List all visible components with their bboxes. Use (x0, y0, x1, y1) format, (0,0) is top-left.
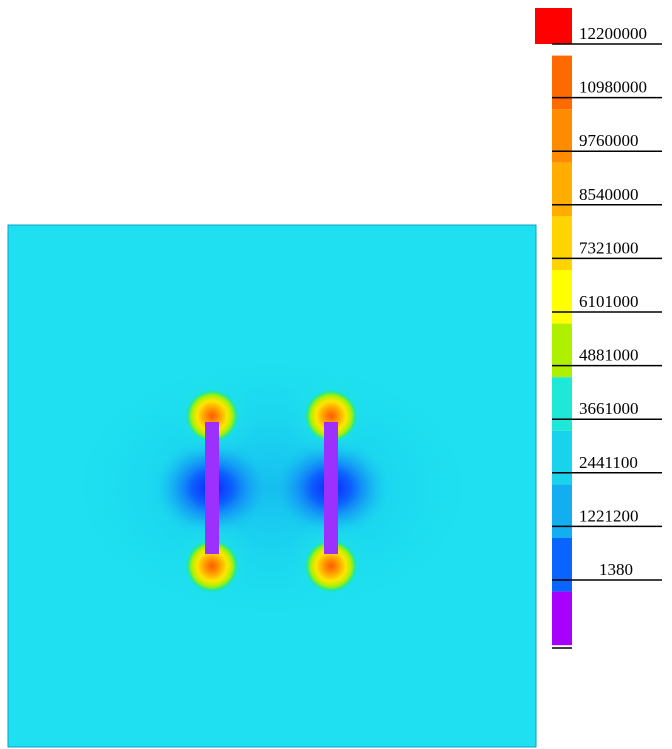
colorbar: 12200000 10980000 9760000 8540000 7321000 610… (535, 8, 662, 649)
colorbar-label: 1380 (599, 560, 633, 579)
colorbar-swatch (535, 8, 572, 44)
colorbar-swatch (552, 591, 572, 646)
colorbar-swatch (552, 109, 572, 163)
colorbar-swatch (552, 270, 572, 324)
colorbar-label: 12200000 (579, 24, 647, 43)
colorbar-swatch (552, 538, 572, 592)
colorbar-label: 7321000 (579, 238, 639, 257)
colorbar-label: 4881000 (579, 346, 639, 365)
colorbar-swatch (552, 55, 572, 110)
stress-concentration (304, 539, 358, 593)
colorbar-label: 10980000 (579, 78, 647, 97)
colorbar-swatch (552, 216, 572, 270)
left-bar (205, 422, 219, 554)
plot-border (7, 224, 537, 748)
colorbar-label: 9760000 (579, 131, 639, 150)
colorbar-label: 2441100 (579, 453, 638, 472)
contour-field (8, 225, 536, 747)
colorbar-label: 3661000 (579, 399, 639, 418)
colorbar-label: 8540000 (579, 185, 639, 204)
colorbar-swatch (552, 484, 572, 538)
colorbar-label: 6101000 (579, 292, 639, 311)
colorbar-swatch (552, 323, 572, 378)
colorbar-swatch (552, 162, 572, 217)
colorbar-label: 1221200 (579, 506, 639, 525)
stress-concentration (185, 389, 239, 443)
stress-concentration (304, 389, 358, 443)
colorbar-swatch (552, 430, 572, 485)
right-bar (324, 422, 338, 554)
stress-concentration (185, 539, 239, 593)
colorbar-swatch (552, 377, 572, 431)
